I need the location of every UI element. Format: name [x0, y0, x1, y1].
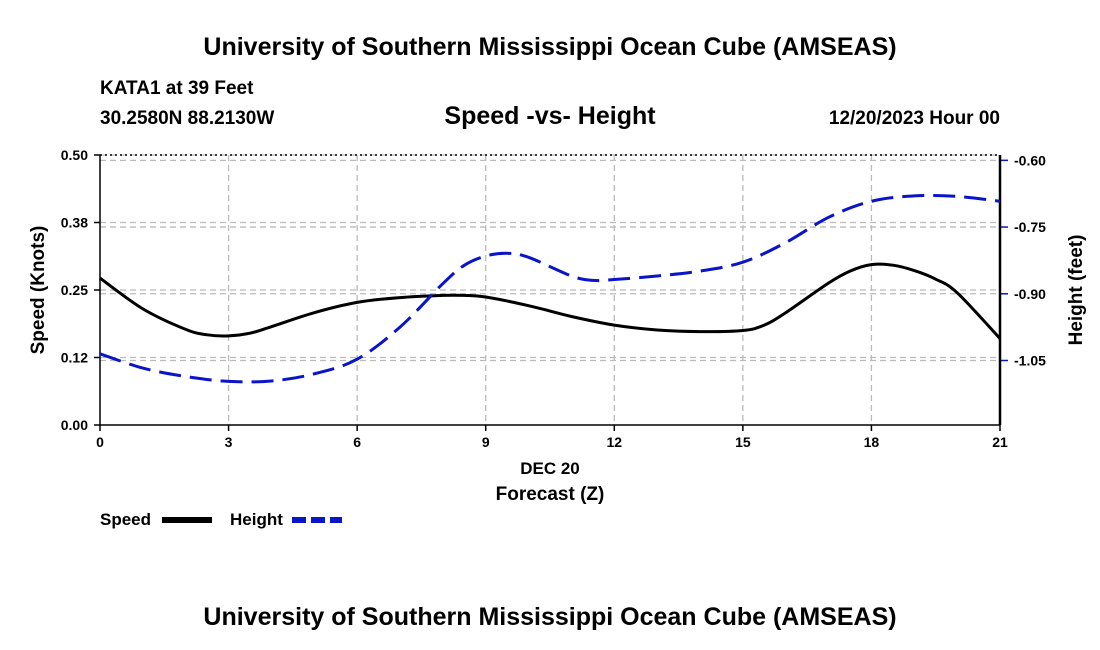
data-series [99, 193, 1002, 384]
x-tick-label: 18 [864, 434, 880, 450]
y2-tick-label: -0.75 [1014, 219, 1046, 235]
tick-labels: 0 3 6 9 12 15 18 21 0.00 0.12 0.25 0.38 0.50 -0.60 -0.… [61, 147, 1046, 450]
y-tick-label: 0.25 [61, 282, 88, 298]
y-tick-label: 0.12 [61, 350, 88, 366]
station-coords: 30.2580N 88.2130W [100, 108, 274, 129]
x-tick-label: 21 [992, 434, 1008, 450]
y2-tick-label: -0.90 [1014, 286, 1046, 302]
speed-series-line [99, 262, 1002, 340]
main-title: University of Southern Mississippi Ocean… [203, 33, 896, 61]
x-tick-label: 0 [96, 434, 104, 450]
footer-title: University of Southern Mississippi Ocean… [203, 603, 896, 631]
legend: Speed Height [100, 510, 342, 529]
legend-height-label: Height [230, 510, 283, 529]
y-tick-label: 0.00 [61, 417, 88, 433]
chart-title: Speed -vs- Height [444, 102, 656, 130]
legend-speed-label: Speed [100, 510, 151, 529]
axes [94, 154, 1008, 431]
y-axis-title: Speed (Knots) [28, 226, 49, 355]
y-tick-label: 0.50 [61, 147, 88, 163]
y2-tick-label: -0.60 [1014, 152, 1046, 168]
y2-tick-label: -1.05 [1014, 353, 1046, 369]
x-tick-label: 12 [606, 434, 622, 450]
x-tick-label: 15 [735, 434, 751, 450]
x-axis-title: Forecast (Z) [496, 484, 605, 505]
forecast-datetime: 12/20/2023 Hour 00 [829, 108, 1000, 129]
height-series-line [99, 193, 1001, 384]
x-tick-label: 3 [225, 434, 233, 450]
y-tick-label: 0.38 [61, 215, 88, 231]
grid-lines [100, 154, 1000, 425]
station-label: KATA1 at 39 Feet [100, 78, 254, 99]
x-tick-label: 9 [482, 434, 490, 450]
y2-axis-title: Height (feet) [1066, 235, 1087, 346]
x-tick-label: 6 [353, 434, 361, 450]
x-axis-date-label: DEC 20 [520, 459, 580, 478]
